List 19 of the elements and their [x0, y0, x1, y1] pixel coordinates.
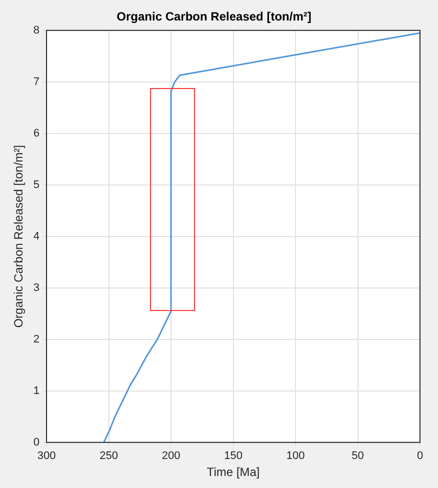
y-tick-label: 0	[33, 436, 40, 448]
x-tick-label: 250	[100, 450, 118, 462]
x-tick-label: 50	[352, 450, 364, 462]
chart-title: Organic Carbon Released [ton/m²]	[116, 10, 312, 24]
y-tick-label: 1	[33, 384, 40, 397]
x-axis-title: Time [Ma]	[206, 465, 260, 480]
y-tick-label: 2	[33, 333, 40, 346]
y-axis-title: Organic Carbon Released [ton/m²]	[12, 145, 26, 328]
x-tick-label: 200	[162, 450, 180, 462]
x-tick-label: 300	[37, 450, 56, 462]
y-tick-label: 6	[33, 127, 40, 140]
x-tick-label: 0	[416, 450, 424, 462]
y-tick-label: 5	[33, 178, 40, 191]
y-tick-label: 8	[33, 24, 40, 36]
y-tick-label: 4	[33, 230, 40, 242]
y-tick-label: 7	[33, 76, 40, 88]
x-tick-label: 100	[286, 450, 305, 462]
x-tick-label: 150	[224, 450, 242, 462]
y-tick-label: 3	[33, 282, 40, 294]
